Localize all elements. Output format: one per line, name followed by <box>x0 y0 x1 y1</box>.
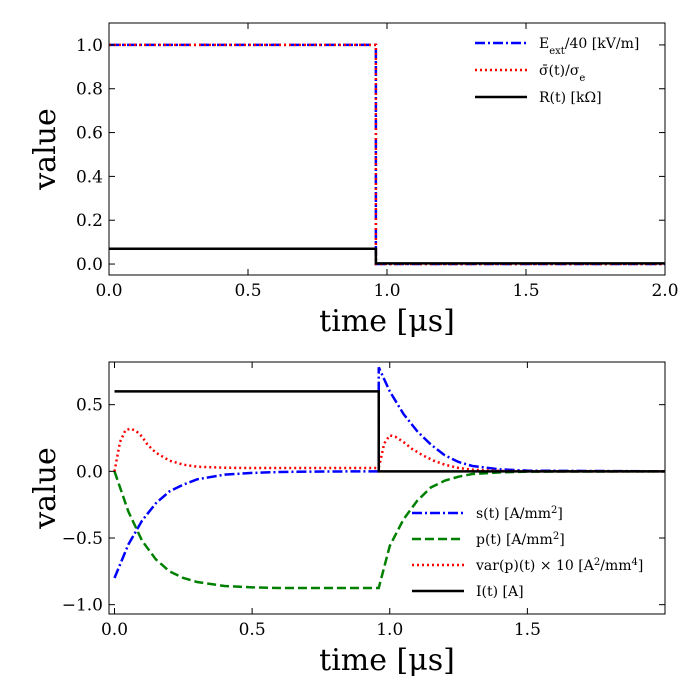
y-tick-label: −0.5 <box>62 529 103 549</box>
chart-2: 0.0 0.5 1.0 1.5 −1.0 −0.5 0.0 0.5 time [μs] value… <box>28 361 666 678</box>
y-axis-label: value <box>28 447 63 530</box>
x-axis-label: time [μs] <box>319 304 455 339</box>
legend-label: σ̄(t)/σe <box>539 63 585 84</box>
y-tick-label: −1.0 <box>62 596 103 616</box>
y-tick-label: 0.8 <box>76 80 103 100</box>
x-tick-label: 1.5 <box>512 281 539 301</box>
x-tick-label: 0.0 <box>95 281 122 301</box>
x-tick-label: 1.0 <box>376 620 403 640</box>
legend-label: s(t) [A/mm2] <box>476 505 563 523</box>
x-tick-label: 1.5 <box>514 620 541 640</box>
legend-label: I(t) [A] <box>476 584 524 600</box>
x-tick-label: 1.0 <box>373 281 400 301</box>
legend: s(t) [A/mm2] p(t) [A/mm2] var(p)(t) × 10 [… <box>412 505 643 600</box>
series-group <box>109 43 665 266</box>
legend-label: p(t) [A/mm2] <box>476 531 565 549</box>
y-axis-label: value <box>28 108 63 191</box>
x-tick-label: 2.0 <box>651 281 678 301</box>
legend: Eext/40 [kV/m] σ̄(t)/σe R(t) [kΩ] <box>475 36 639 106</box>
plot-frame <box>108 361 666 615</box>
y-tick-label: 0.0 <box>76 462 103 482</box>
series-line-3 <box>113 427 665 473</box>
y-tick-label: 0.2 <box>76 211 103 231</box>
legend-label: var(p)(t) × 10 [A2/mm4] <box>475 557 643 575</box>
series-line-1 <box>113 366 665 579</box>
y-tick-label: 0.5 <box>76 396 103 416</box>
series-line-4 <box>114 390 665 473</box>
legend-label: Eext/40 [kV/m] <box>539 36 639 57</box>
x-tick-label: 0.5 <box>234 281 261 301</box>
y-tick-label: 1.0 <box>76 36 103 56</box>
y-tick-label: 0.4 <box>76 167 103 187</box>
x-axis-label: time [μs] <box>319 643 455 678</box>
series-group <box>113 366 665 590</box>
series-line-3 <box>109 247 665 265</box>
series-line-2 <box>113 470 665 590</box>
y-tick-label: 0.6 <box>76 124 103 144</box>
x-tick-label: 0.5 <box>239 620 266 640</box>
chart-1: 0.0 0.5 1.0 1.5 2.0 0.0 0.2 0.4 0.6 0.8 1.0 time [μ… <box>28 22 679 339</box>
y-tick-label: 0.0 <box>76 255 103 275</box>
legend-label: R(t) [kΩ] <box>539 90 602 106</box>
plot-frame <box>108 22 666 276</box>
x-tick-label: 0.0 <box>101 620 128 640</box>
